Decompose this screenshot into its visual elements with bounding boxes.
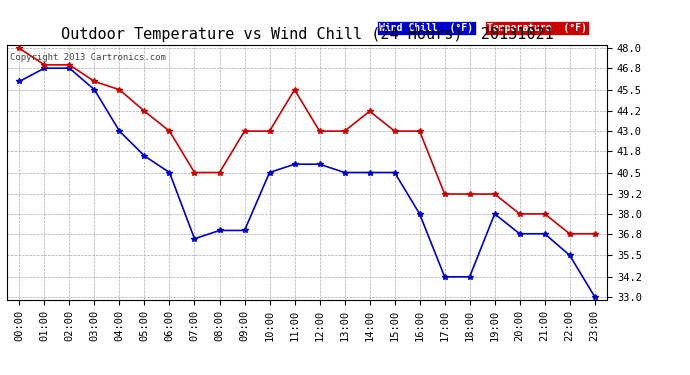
Text: Temperature  (°F): Temperature (°F) — [487, 23, 587, 33]
Text: Copyright 2013 Cartronics.com: Copyright 2013 Cartronics.com — [10, 53, 166, 62]
Text: Wind Chill  (°F): Wind Chill (°F) — [379, 23, 473, 33]
Title: Outdoor Temperature vs Wind Chill (24 Hours)  20131021: Outdoor Temperature vs Wind Chill (24 Ho… — [61, 27, 553, 42]
